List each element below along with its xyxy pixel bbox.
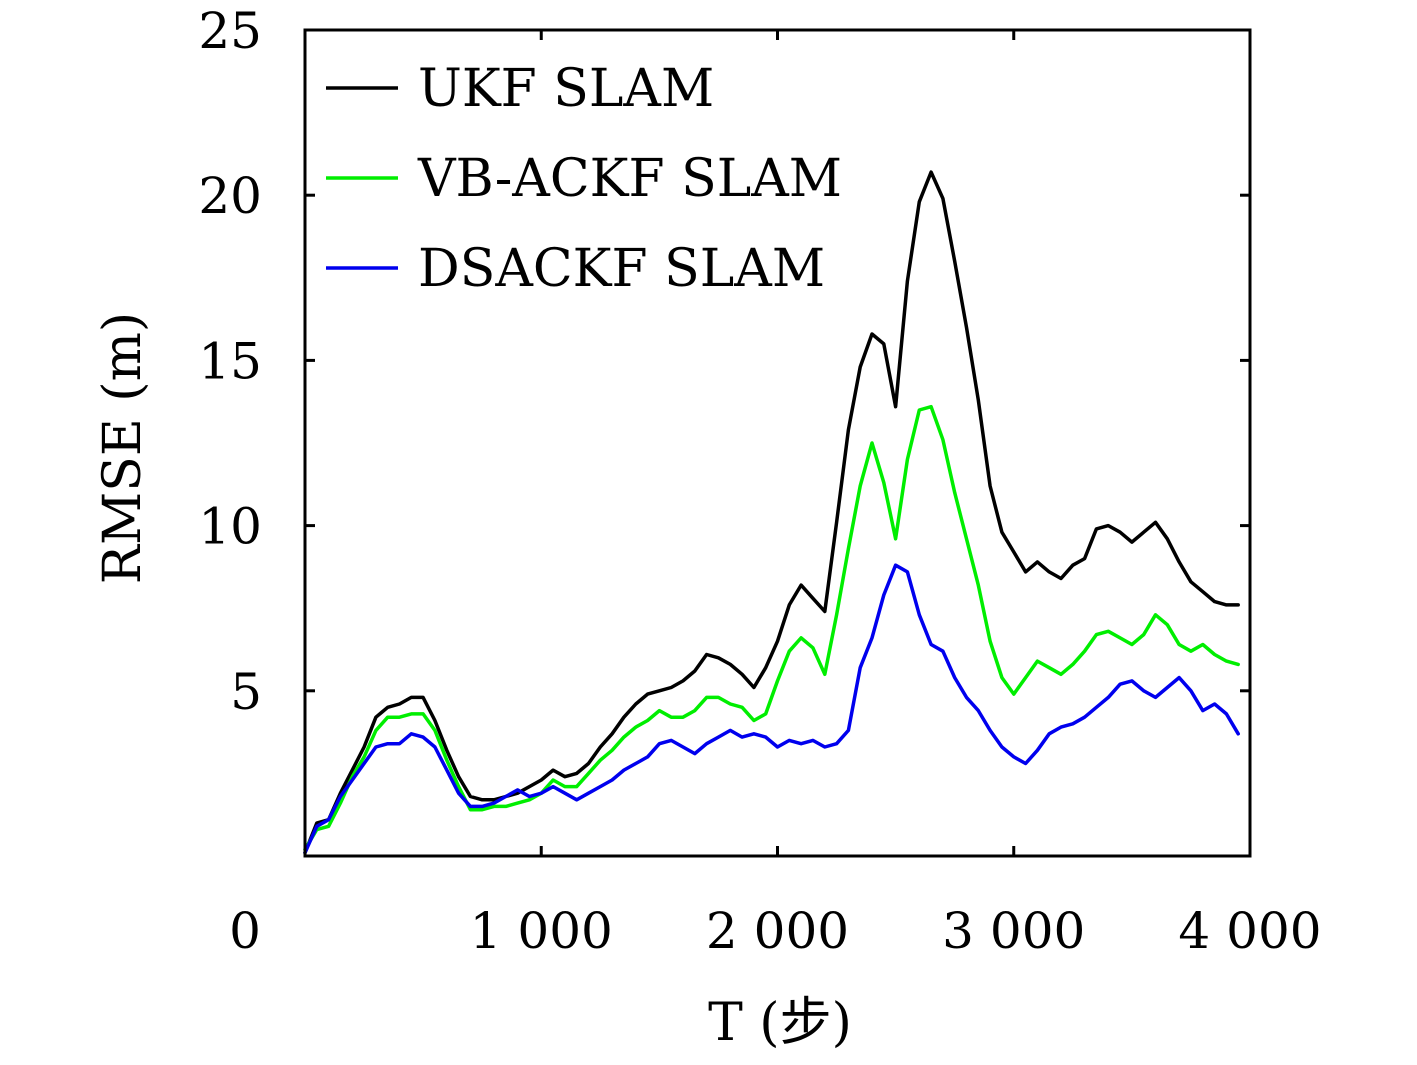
series-line-0 bbox=[303, 170, 1240, 855]
series-line-2 bbox=[303, 563, 1240, 855]
x-tick-label: 4 000 bbox=[1178, 902, 1321, 960]
x-tick-label: 0 bbox=[229, 902, 261, 960]
series-line-1 bbox=[303, 404, 1240, 852]
x-axis-label: T (步) bbox=[708, 993, 852, 1053]
legend-label-0: UKF SLAM bbox=[418, 59, 714, 119]
y-tick-label: 5 bbox=[230, 663, 262, 721]
x-tick-label: 3 000 bbox=[942, 902, 1085, 960]
y-tick-label: 10 bbox=[198, 498, 262, 556]
legend-label-1: VB-ACKF SLAM bbox=[417, 149, 842, 209]
tick-layer: 0 1 000 2 000 3 000 4 000 5 10 15 20 25 bbox=[198, 2, 1321, 960]
series-layer bbox=[303, 170, 1240, 855]
x-tick-label: 1 000 bbox=[470, 902, 613, 960]
y-tick-label: 15 bbox=[198, 332, 262, 390]
y-axis-label: RMSE (m) bbox=[93, 312, 153, 584]
legend-label-2: DSACKF SLAM bbox=[418, 239, 825, 299]
x-tick-label: 2 000 bbox=[706, 902, 849, 960]
y-tick-label: 20 bbox=[198, 167, 262, 225]
legend: UKF SLAM VB-ACKF SLAM DSACKF SLAM bbox=[326, 59, 842, 299]
y-tick-label: 25 bbox=[198, 2, 262, 60]
